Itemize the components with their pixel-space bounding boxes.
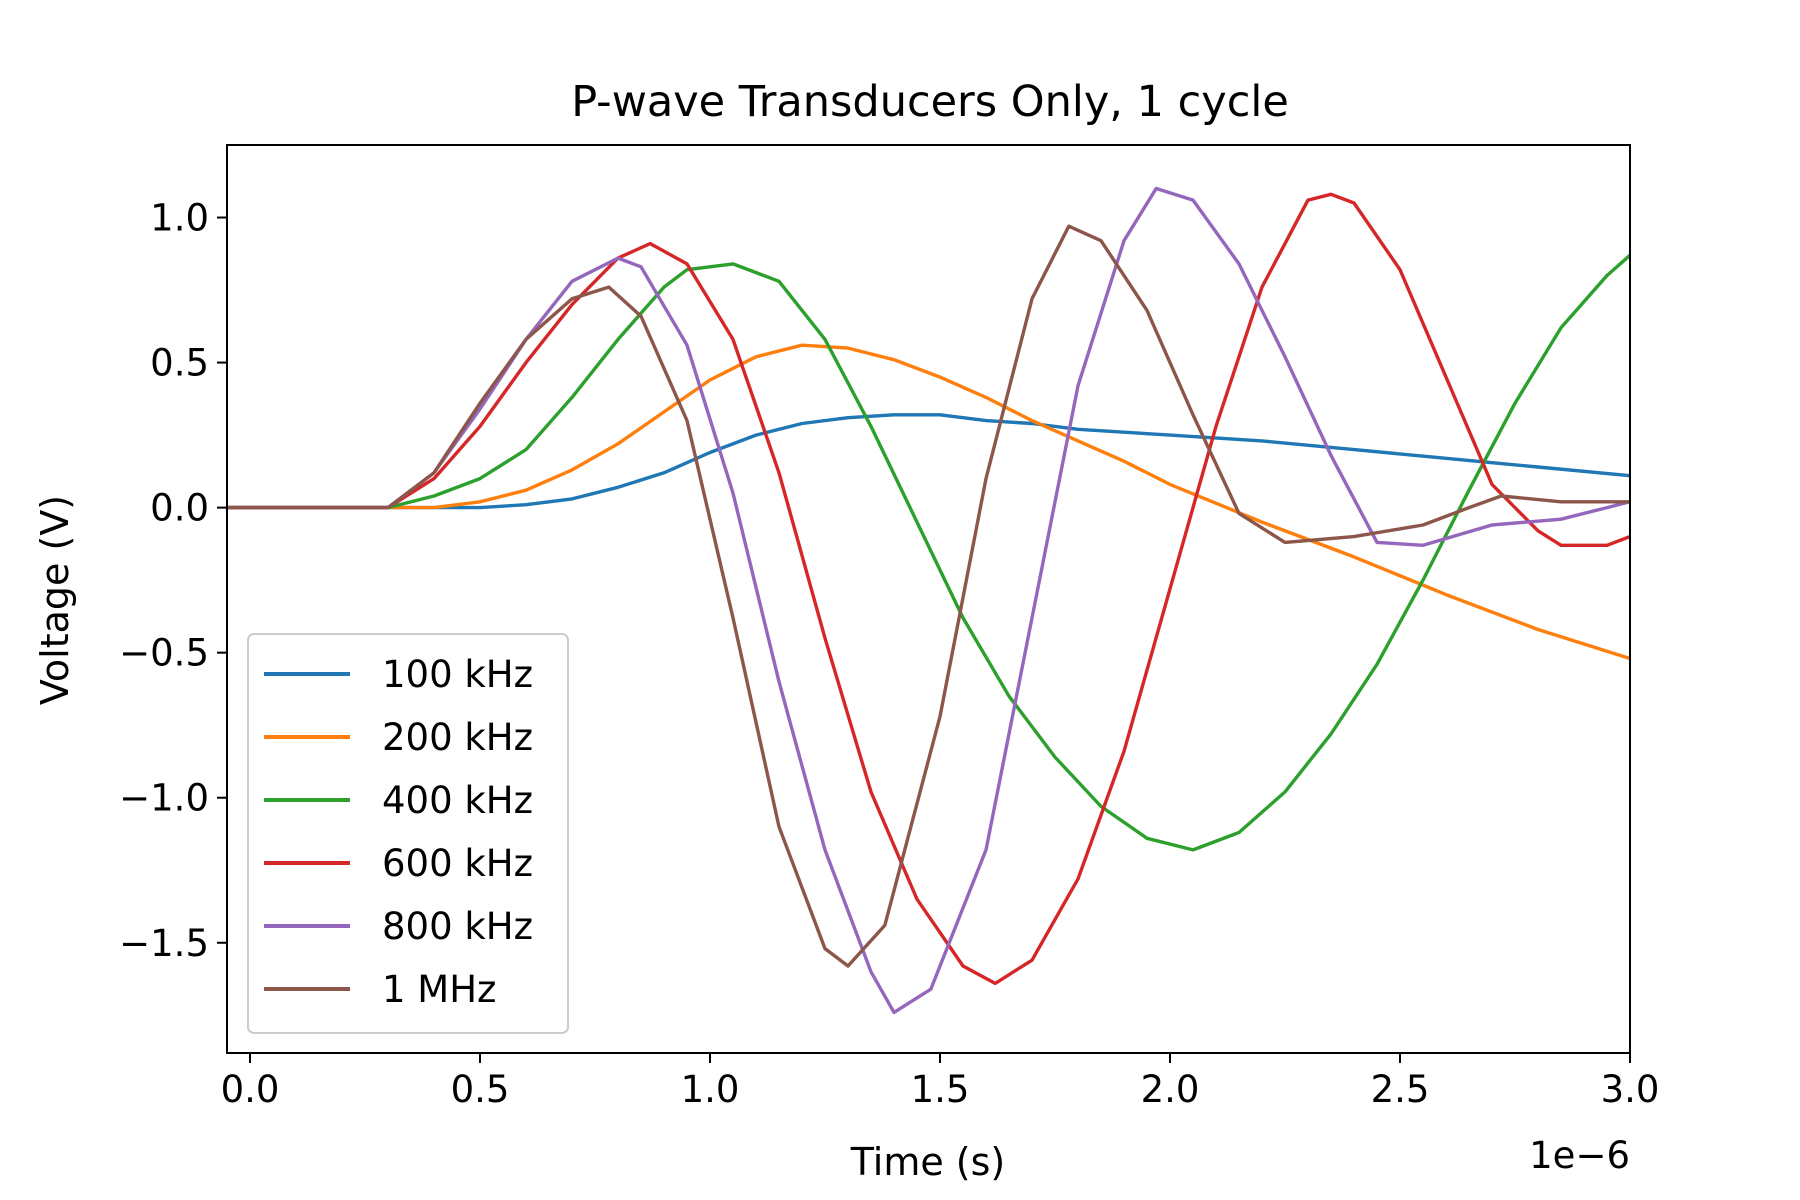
x-tick-label: 1.0 [681, 1068, 740, 1111]
legend-label: 600 kHz [382, 842, 533, 885]
series-line-4 [227, 186, 1630, 1015]
y-tick-label: 1.0 [150, 197, 209, 240]
plot-frame [226, 144, 1631, 1054]
legend-label: 400 kHz [382, 779, 533, 822]
series-line-1 [227, 343, 1630, 661]
x-tick-label: 2.0 [1141, 1068, 1200, 1111]
x-tick-label: 0.0 [221, 1068, 280, 1111]
series-line-0 [227, 413, 1630, 510]
x-offset-label: 1e−6 [1529, 1134, 1630, 1177]
y-tick-label: 0.5 [150, 342, 209, 385]
legend-label: 1 MHz [382, 968, 496, 1011]
x-axis: 0.0 0.5 1.0 1.5 2.0 2.5 3.0 [221, 1053, 1660, 1111]
x-tick-label: 1.5 [911, 1068, 970, 1111]
legend-label: 200 kHz [382, 716, 533, 759]
series-line-5 [227, 224, 1630, 968]
plot-lines [227, 186, 1630, 1015]
legend-label: 100 kHz [382, 653, 533, 696]
y-tick-label: −0.5 [119, 632, 209, 675]
chart-title: P-wave Transducers Only, 1 cycle [571, 77, 1289, 127]
x-axis-label: Time (s) [850, 1140, 1006, 1184]
legend-box [247, 633, 569, 1034]
x-tick-label: 0.5 [451, 1068, 510, 1111]
y-tick-label: 0.0 [150, 487, 209, 530]
y-tick-label: −1.5 [119, 922, 209, 965]
y-axis: 1.0 0.5 0.0 −0.5 −1.0 −1.5 [119, 197, 227, 965]
x-tick-label: 3.0 [1601, 1068, 1660, 1111]
x-tick-label: 2.5 [1371, 1068, 1430, 1111]
legend: 100 kHz 200 kHz 400 kHz 600 kHz 800 kHz 1 MHz [247, 633, 569, 1034]
y-axis-label: Voltage (V) [33, 495, 77, 705]
y-tick-label: −1.0 [119, 777, 209, 820]
series-line-2 [227, 253, 1630, 852]
legend-label: 800 kHz [382, 905, 533, 948]
